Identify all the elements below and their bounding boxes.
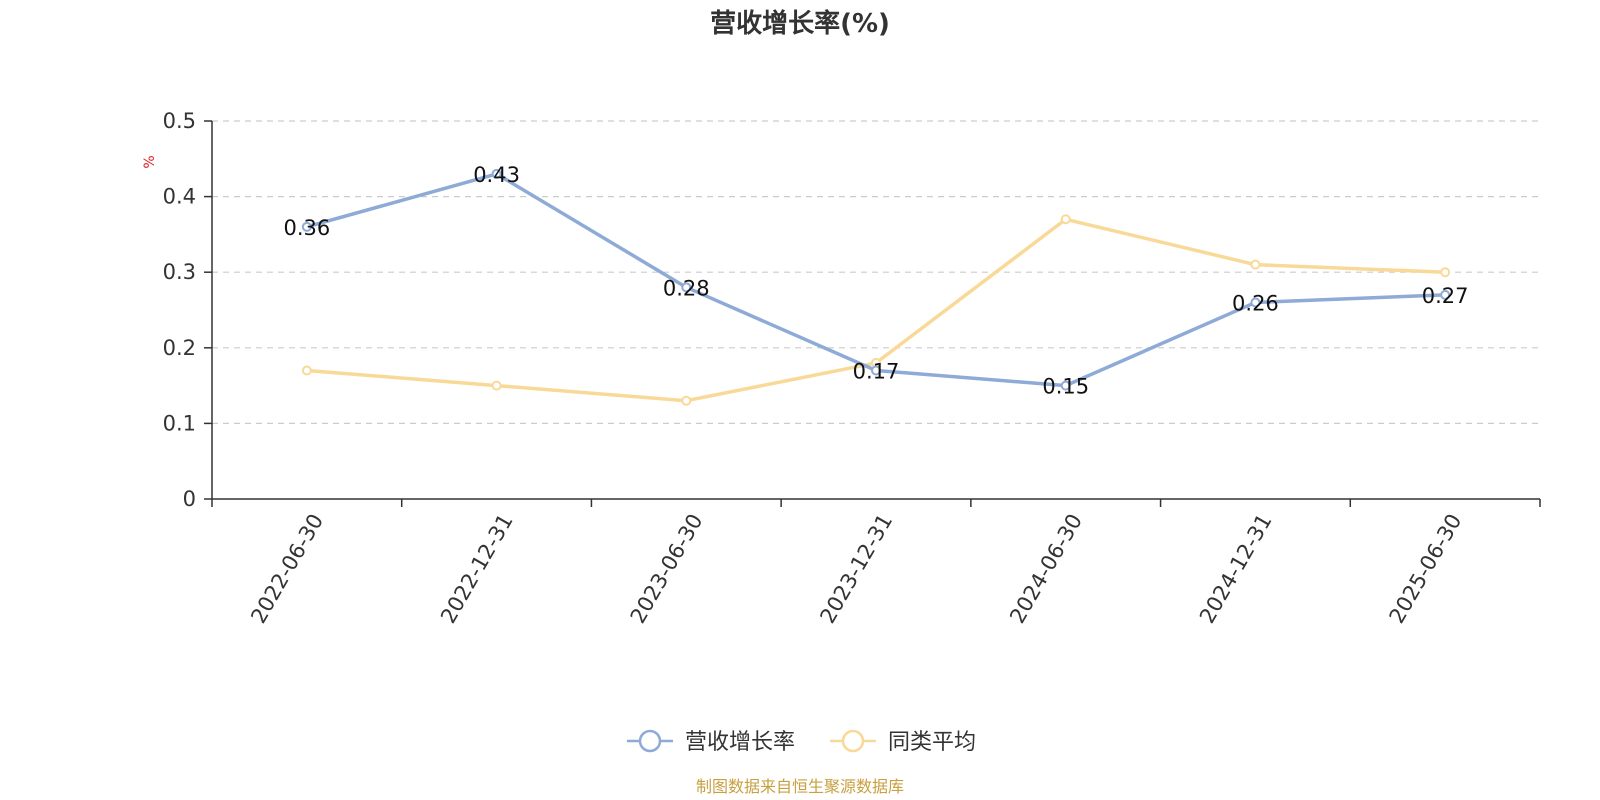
data-point xyxy=(301,365,312,376)
data-label: 0.26 xyxy=(1232,291,1279,315)
x-tick-label: 2023-06-30 xyxy=(626,510,708,628)
x-tick-label: 2024-12-31 xyxy=(1195,510,1277,628)
x-tick-label: 2023-12-31 xyxy=(815,510,897,628)
data-point xyxy=(491,380,502,391)
chart-title: 营收增长率(%) xyxy=(710,8,890,39)
legend[interactable]: 营收增长率 同类平均 xyxy=(627,729,976,755)
data-point xyxy=(681,282,692,293)
data-label: 0.27 xyxy=(1422,284,1469,308)
y-tick-label: 0 xyxy=(183,487,196,511)
series-lines xyxy=(301,168,1451,406)
source-footer: 制图数据来自恒生聚源数据库 xyxy=(696,777,904,796)
data-label: 0.36 xyxy=(283,216,330,240)
data-labels: 0.36 0.43 0.28 0.17 0.15 0.26 0.27 xyxy=(283,163,1468,399)
data-label: 0.43 xyxy=(473,163,520,187)
legend-label: 营收增长率 xyxy=(685,730,795,755)
y-tick-label: 0.2 xyxy=(163,336,196,360)
data-point xyxy=(1440,289,1451,300)
legend-marker-circle xyxy=(638,729,662,753)
data-label: 0.17 xyxy=(853,359,900,383)
data-point xyxy=(871,365,881,376)
data-point xyxy=(1060,380,1071,391)
x-tick-label: 2025-06-30 xyxy=(1385,510,1467,628)
data-label: 0.28 xyxy=(663,276,710,300)
y-tick-label: 0.3 xyxy=(163,260,196,284)
data-point xyxy=(301,221,312,232)
y-axis-unit: % xyxy=(142,155,158,168)
data-point xyxy=(1250,259,1261,270)
y-tick-label: 0.4 xyxy=(163,185,196,209)
x-tick-label: 2022-06-30 xyxy=(246,510,328,628)
data-point xyxy=(1440,267,1451,278)
grid-lines xyxy=(212,120,1540,424)
x-tick-label: 2024-06-30 xyxy=(1005,510,1087,628)
series-line xyxy=(306,172,1446,388)
data-point xyxy=(491,168,502,179)
legend-marker-circle xyxy=(841,729,865,753)
data-point xyxy=(681,395,692,406)
data-point xyxy=(1250,297,1261,308)
x-tick-label: 2022-12-31 xyxy=(436,510,518,628)
data-point xyxy=(1060,214,1071,225)
data-label: 0.15 xyxy=(1042,375,1089,399)
legend-label: 同类平均 xyxy=(888,730,976,755)
y-tick-label: 0.5 xyxy=(163,109,196,133)
y-tick-label: 0.1 xyxy=(163,411,196,435)
